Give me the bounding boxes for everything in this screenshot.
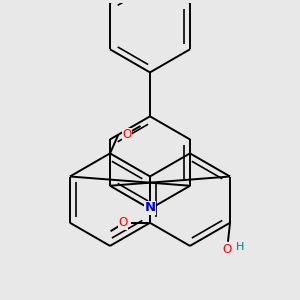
Text: O: O xyxy=(222,243,232,256)
Text: O: O xyxy=(122,128,131,141)
Text: N: N xyxy=(144,201,156,214)
Text: O: O xyxy=(118,216,128,229)
Text: H: H xyxy=(236,242,244,252)
